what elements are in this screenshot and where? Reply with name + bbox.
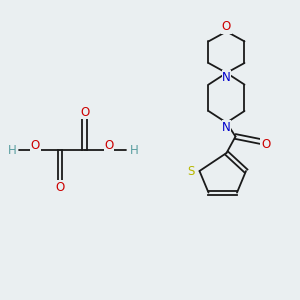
Text: O: O [222, 20, 231, 34]
Text: H: H [130, 143, 139, 157]
Text: N: N [222, 71, 231, 84]
Text: O: O [105, 139, 114, 152]
Text: O: O [80, 106, 89, 119]
Text: N: N [222, 121, 231, 134]
Text: O: O [56, 181, 64, 194]
Text: O: O [31, 139, 40, 152]
Text: S: S [187, 165, 194, 178]
Text: O: O [261, 137, 270, 151]
Text: H: H [8, 143, 16, 157]
